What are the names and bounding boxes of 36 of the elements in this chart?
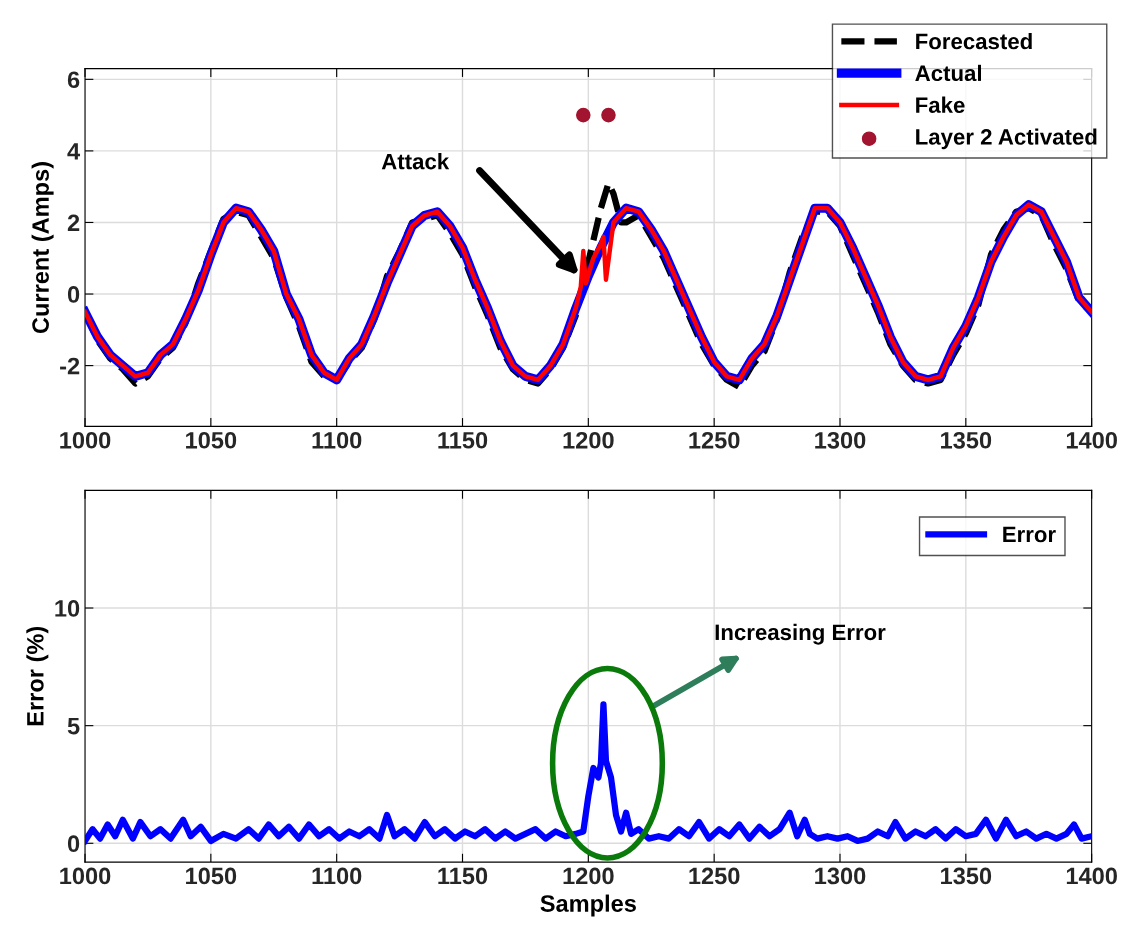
legend-label: Error [1003, 526, 1056, 543]
y-tick-label: 6 [67, 71, 80, 89]
x-tick-label: 1200 [563, 867, 614, 885]
x-tick-label: 1050 [186, 431, 237, 449]
x-tick-label: 1350 [941, 431, 992, 449]
x-tick-label: 1300 [815, 431, 866, 449]
y-tick-label: 4 [67, 143, 81, 160]
x-tick-label: 1050 [186, 867, 237, 885]
legend-label: Layer 2 Activated [916, 128, 1097, 150]
x-tick-label: 1350 [941, 867, 992, 885]
x-tick-label: 1000 [60, 431, 111, 449]
x-tick-label: 1200 [563, 431, 614, 449]
y-tick-label: 5 [67, 717, 80, 735]
legend-label: Forecasted [916, 32, 1032, 50]
x-tick-label: 1300 [815, 867, 866, 885]
x-tick-label: 1000 [60, 867, 111, 885]
x-axis-title: Samples [540, 894, 636, 917]
x-tick-label: 1100 [312, 431, 362, 449]
y-tick-label: 0 [67, 286, 80, 303]
annotation: Increasing Error [715, 623, 886, 645]
x-tick-label: 1250 [689, 431, 740, 449]
x-tick-label: 1150 [438, 431, 488, 449]
y-axis-title: Current (Amps) [31, 162, 54, 334]
y-axis-title: Error (%) [26, 626, 49, 726]
y-tick-label: 2 [67, 214, 80, 232]
x-tick-label: 1250 [689, 867, 740, 885]
y-tick-label: -2 [60, 357, 80, 375]
annotation: Attack [381, 153, 450, 170]
legend-label: Fake [916, 96, 965, 113]
x-tick-label: 1100 [312, 867, 362, 885]
x-tick-label: 1150 [438, 867, 488, 885]
y-tick-label: 0 [67, 835, 80, 853]
x-tick-label: 1400 [1066, 867, 1117, 885]
y-tick-label: 10 [55, 600, 80, 617]
x-tick-label: 1400 [1066, 431, 1117, 449]
legend-label: Actual [915, 64, 982, 82]
